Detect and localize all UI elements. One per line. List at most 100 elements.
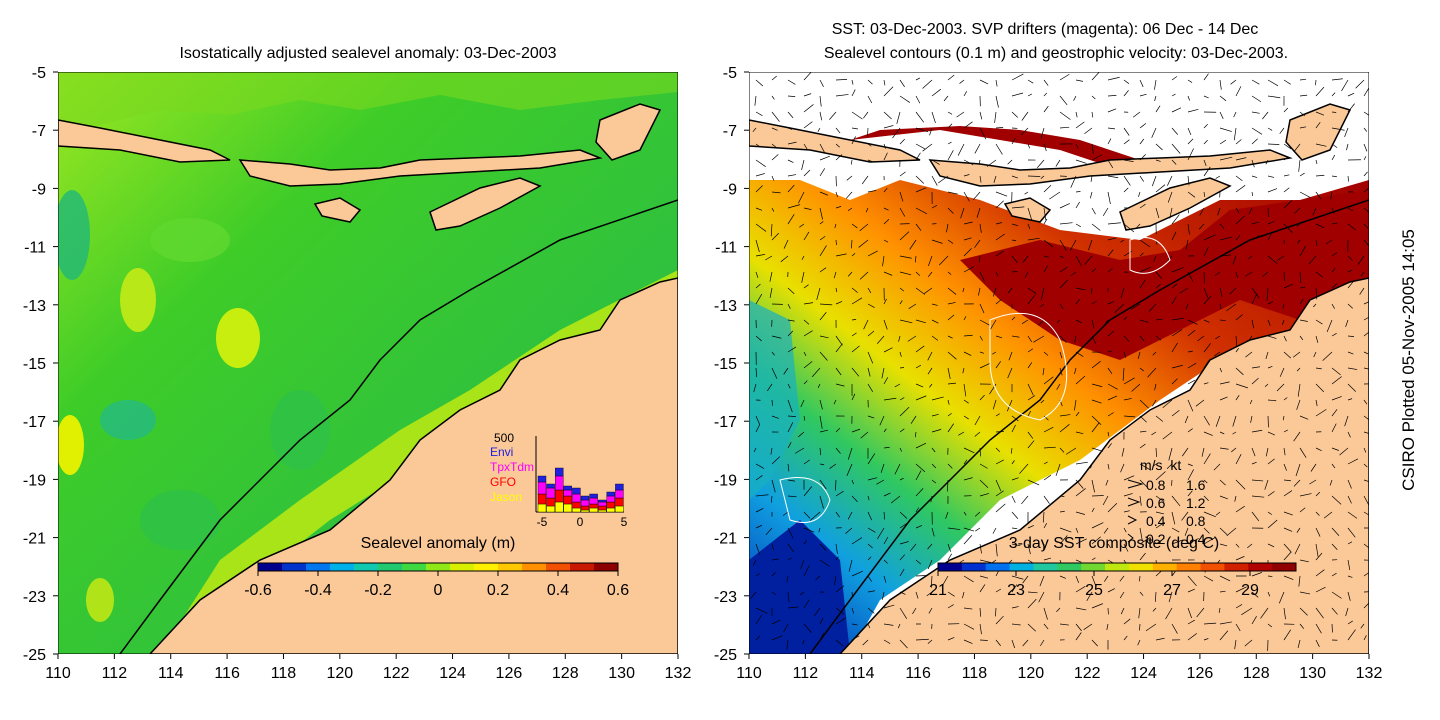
velocity-arrow <box>1331 92 1336 97</box>
velocity-arrow <box>767 383 773 392</box>
left-colorbar-ticks: -0.6 -0.4 -0.2 0 0.2 0.4 0.6 <box>244 571 629 599</box>
velocity-arrow <box>1347 575 1353 578</box>
velocity-arrow <box>819 312 827 321</box>
velocity-arrow <box>1011 424 1016 433</box>
velocity-arrow <box>899 207 906 217</box>
velocity-arrow <box>835 383 845 387</box>
velocity-arrow <box>1235 623 1241 632</box>
inset-legend-item: TpxTdm <box>490 460 534 474</box>
velocity-arrow <box>765 255 773 261</box>
velocity-arrow <box>771 479 776 493</box>
inset-bar-segment <box>615 489 624 499</box>
velocity-arrow <box>1203 295 1212 305</box>
velocity-arrow <box>1139 463 1152 471</box>
velocity-arrow <box>908 303 917 310</box>
velocity-arrow <box>963 639 973 644</box>
inset-bar-segment <box>589 503 598 509</box>
velocity-arrow <box>1251 591 1259 598</box>
velocity-arrow <box>1043 415 1049 421</box>
velocity-arrow <box>787 303 791 309</box>
velocity-arrow <box>1184 527 1189 536</box>
sealevel-contour <box>989 312 1068 421</box>
velocity-arrow <box>1155 447 1157 457</box>
velocity-arrow <box>819 415 823 429</box>
velocity-arrow <box>1181 511 1189 521</box>
velocity-arrow <box>1294 207 1301 214</box>
velocity-arrow <box>1075 632 1082 641</box>
velocity-arrow <box>1187 223 1190 235</box>
sealevel-contour <box>1129 237 1171 274</box>
velocity-arrow <box>1075 461 1088 465</box>
velocity-arrow <box>1107 350 1113 353</box>
velocity-arrow <box>818 527 821 533</box>
right-colorbar-tick-label: 29 <box>1241 582 1259 599</box>
velocity-arrow <box>1219 447 1229 450</box>
velocity-arrow <box>1299 623 1305 629</box>
velocity-arrow <box>1022 255 1029 263</box>
velocity-arrow <box>1075 538 1087 545</box>
velocity-arrow <box>1331 154 1336 161</box>
velocity-arrow <box>851 239 853 249</box>
velocity-arrow <box>931 111 936 124</box>
velocity-arrow <box>1235 314 1243 321</box>
left-colorbar-segment <box>402 563 427 571</box>
velocity-arrow <box>1155 511 1165 515</box>
velocity-arrow <box>962 287 965 293</box>
velocity-arrow <box>1123 139 1130 145</box>
velocity-arrow <box>1331 527 1340 536</box>
velocity-arrow <box>1151 175 1157 187</box>
velocity-arrow <box>1331 591 1342 599</box>
velocity-arrow <box>1103 527 1109 534</box>
velocity-arrow <box>1169 207 1173 219</box>
velocity-arrow <box>819 155 830 161</box>
velocity-arrow <box>1155 637 1165 641</box>
velocity-arrow <box>819 267 827 273</box>
left-colorbar-segment <box>546 563 571 571</box>
cool-region <box>749 520 850 654</box>
velocity-arrow <box>1347 335 1355 337</box>
velocity-arrow <box>835 335 843 346</box>
velocity-arrow <box>1139 154 1146 161</box>
velocity-arrow <box>1107 431 1110 437</box>
velocity-arrow <box>1152 351 1157 356</box>
velocity-arrow <box>963 575 974 583</box>
velocity-arrow <box>1006 399 1013 412</box>
velocity-arrow <box>1171 107 1182 113</box>
velocity-arrow <box>803 169 811 177</box>
velocity-arrow <box>899 287 905 292</box>
velocity-arrow <box>1326 319 1333 333</box>
velocity-legend-kt: 0.4 <box>1186 531 1206 547</box>
velocity-arrow <box>787 383 791 389</box>
velocity-arrow <box>1347 223 1357 231</box>
velocity-arrow <box>963 527 975 532</box>
velocity-arrow <box>1309 479 1317 485</box>
right-lon-label: 124 <box>1130 665 1157 682</box>
velocity-arrow <box>794 447 805 454</box>
velocity-arrow <box>1007 367 1013 379</box>
velocity-arrow <box>1219 495 1228 500</box>
velocity-arrow <box>1203 319 1210 323</box>
velocity-arrow <box>1091 603 1103 609</box>
velocity-arrow <box>803 302 814 305</box>
velocity-arrow <box>1235 207 1240 213</box>
velocity-arrow <box>947 351 957 360</box>
velocity-arrow <box>1299 245 1307 257</box>
velocity-arrow <box>1187 469 1194 481</box>
velocity-arrow <box>1139 319 1149 323</box>
velocity-arrow <box>1075 287 1086 291</box>
velocity-arrow <box>1043 143 1047 152</box>
velocity-arrow <box>1219 381 1230 385</box>
velocity-arrow <box>867 415 875 419</box>
velocity-arrow <box>787 111 794 119</box>
velocity-arrow <box>979 79 989 85</box>
velocity-arrow <box>1347 92 1355 97</box>
velocity-arrow <box>1171 159 1177 165</box>
velocity-arrow <box>1019 463 1029 474</box>
velocity-arrow <box>867 527 876 533</box>
velocity-arrow <box>883 428 887 433</box>
inset-bar-segment <box>598 505 607 511</box>
velocity-arrow <box>1235 139 1242 145</box>
velocity-arrow <box>1250 415 1253 423</box>
velocity-arrow <box>803 104 814 113</box>
velocity-arrow <box>771 75 777 81</box>
